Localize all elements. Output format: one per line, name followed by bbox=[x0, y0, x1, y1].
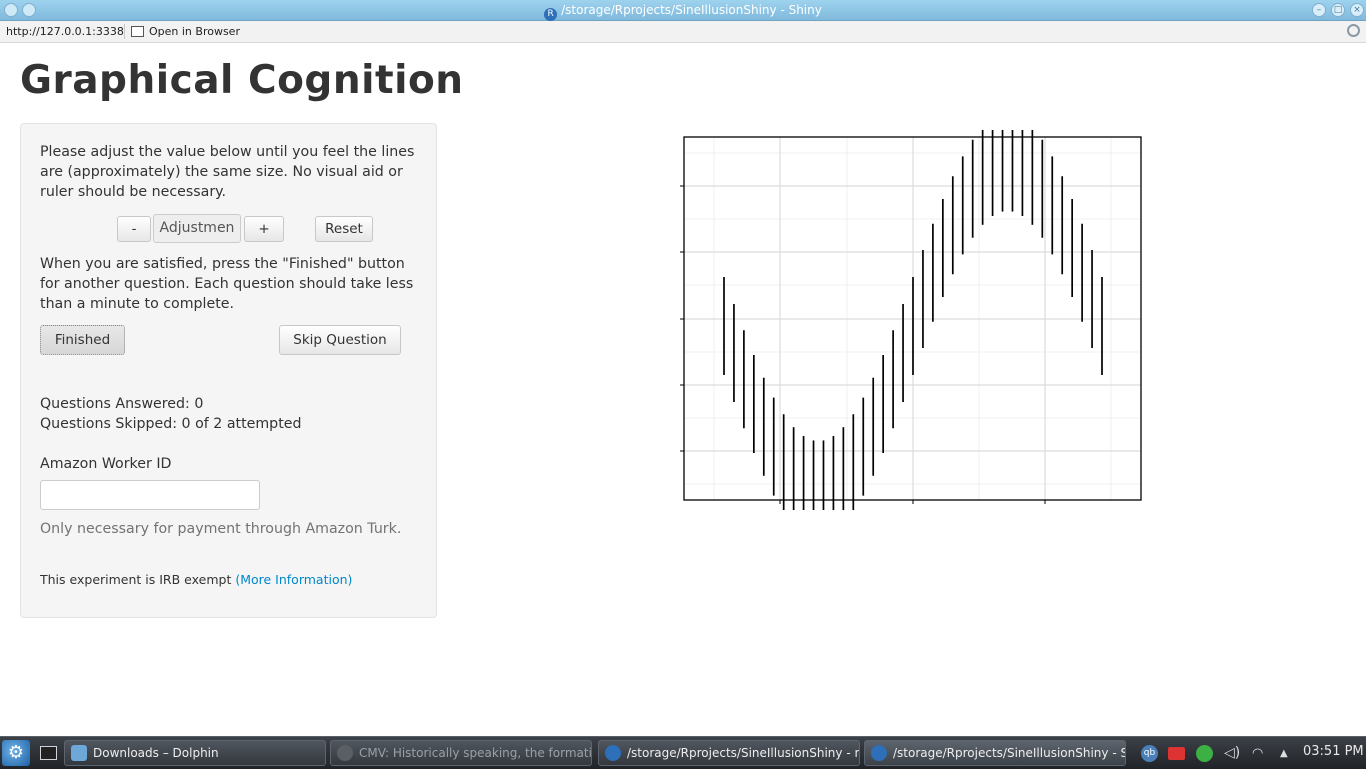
sine-illusion-plot bbox=[680, 130, 1142, 510]
window-titlebar: R/storage/Rprojects/SineIllusionShiny - … bbox=[0, 0, 1366, 21]
adjustment-input[interactable]: Adjustmen bbox=[153, 214, 241, 243]
r-icon bbox=[605, 745, 621, 761]
finished-button[interactable]: Finished bbox=[40, 325, 125, 355]
task-shiny[interactable]: /storage/Rprojects/SineIllusionShiny - S… bbox=[864, 740, 1126, 766]
control-panel: Please adjust the value below until you … bbox=[20, 123, 437, 618]
window-title: R/storage/Rprojects/SineIllusionShiny - … bbox=[0, 3, 1366, 21]
worker-id-help: Only necessary for payment through Amazo… bbox=[40, 521, 402, 537]
task-browser-label: CMV: Historically speaking, the formatio… bbox=[359, 746, 592, 760]
wifi-icon[interactable]: ◠ bbox=[1252, 746, 1264, 761]
qbittorrent-icon[interactable]: qb bbox=[1141, 745, 1158, 762]
r-icon bbox=[871, 745, 887, 761]
window-menu-icon[interactable] bbox=[4, 3, 18, 17]
task-shiny-label: /storage/Rprojects/SineIllusionShiny - S… bbox=[893, 746, 1126, 760]
questions-skipped: Questions Skipped: 0 of 2 attempted bbox=[40, 416, 302, 432]
maximize-icon[interactable]: □ bbox=[1331, 3, 1345, 17]
r-app-icon: R bbox=[544, 8, 558, 21]
irb-notice: This experiment is IRB exempt (More Info… bbox=[40, 570, 425, 590]
address-separator bbox=[124, 24, 125, 39]
kde-menu-icon[interactable]: ⚙ bbox=[2, 740, 30, 766]
satisfied-text: When you are satisfied, press the "Finis… bbox=[40, 256, 414, 312]
minimize-icon[interactable]: – bbox=[1312, 3, 1326, 17]
worker-id-label: Amazon Worker ID bbox=[40, 456, 172, 472]
folder-icon bbox=[71, 745, 87, 761]
terminal-icon[interactable] bbox=[40, 746, 57, 760]
task-rstudio[interactable]: /storage/Rprojects/SineIllusionShiny - m bbox=[598, 740, 860, 766]
volume-icon[interactable]: ◁) bbox=[1224, 745, 1241, 761]
open-in-browser-button[interactable]: Open in Browser bbox=[131, 23, 240, 40]
skip-question-button[interactable]: Skip Question bbox=[279, 325, 401, 355]
task-dolphin[interactable]: Downloads – Dolphin bbox=[64, 740, 326, 766]
task-rstudio-label: /storage/Rprojects/SineIllusionShiny - m bbox=[627, 746, 860, 760]
window-icon bbox=[131, 26, 144, 37]
open-in-browser-label: Open in Browser bbox=[149, 25, 240, 38]
address-bar: http://127.0.0.1:3338 Open in Browser bbox=[0, 21, 1366, 43]
browser-icon bbox=[337, 745, 353, 761]
gmail-icon[interactable] bbox=[1168, 747, 1185, 760]
taskbar: ⚙ Downloads – Dolphin CMV: Historically … bbox=[0, 736, 1366, 769]
task-browser[interactable]: CMV: Historically speaking, the formatio… bbox=[330, 740, 592, 766]
decrease-button[interactable]: - bbox=[117, 216, 151, 242]
reset-button[interactable]: Reset bbox=[315, 216, 373, 242]
more-information-link[interactable]: (More Information) bbox=[235, 572, 353, 587]
task-dolphin-label: Downloads – Dolphin bbox=[93, 746, 219, 760]
instructions-text: Please adjust the value below until you … bbox=[40, 144, 415, 200]
clock: 03:51 PM bbox=[1303, 744, 1364, 759]
reload-icon[interactable] bbox=[1347, 24, 1360, 37]
window-pin-icon[interactable] bbox=[22, 3, 36, 17]
tray-expand-icon[interactable]: ▲ bbox=[1280, 748, 1288, 759]
worker-id-input[interactable] bbox=[40, 480, 260, 510]
irb-text: This experiment is IRB exempt bbox=[40, 572, 236, 587]
status-icon[interactable] bbox=[1196, 745, 1213, 762]
window-title-text: /storage/Rprojects/SineIllusionShiny - S… bbox=[561, 3, 822, 17]
url-text[interactable]: http://127.0.0.1:3338 bbox=[6, 25, 124, 38]
plot-segments bbox=[723, 130, 1103, 510]
increase-button[interactable]: + bbox=[244, 216, 284, 242]
questions-answered: Questions Answered: 0 bbox=[40, 396, 204, 412]
plot-ticks bbox=[680, 185, 1046, 504]
page-title: Graphical Cognition bbox=[20, 58, 464, 103]
close-icon[interactable]: × bbox=[1350, 3, 1364, 17]
